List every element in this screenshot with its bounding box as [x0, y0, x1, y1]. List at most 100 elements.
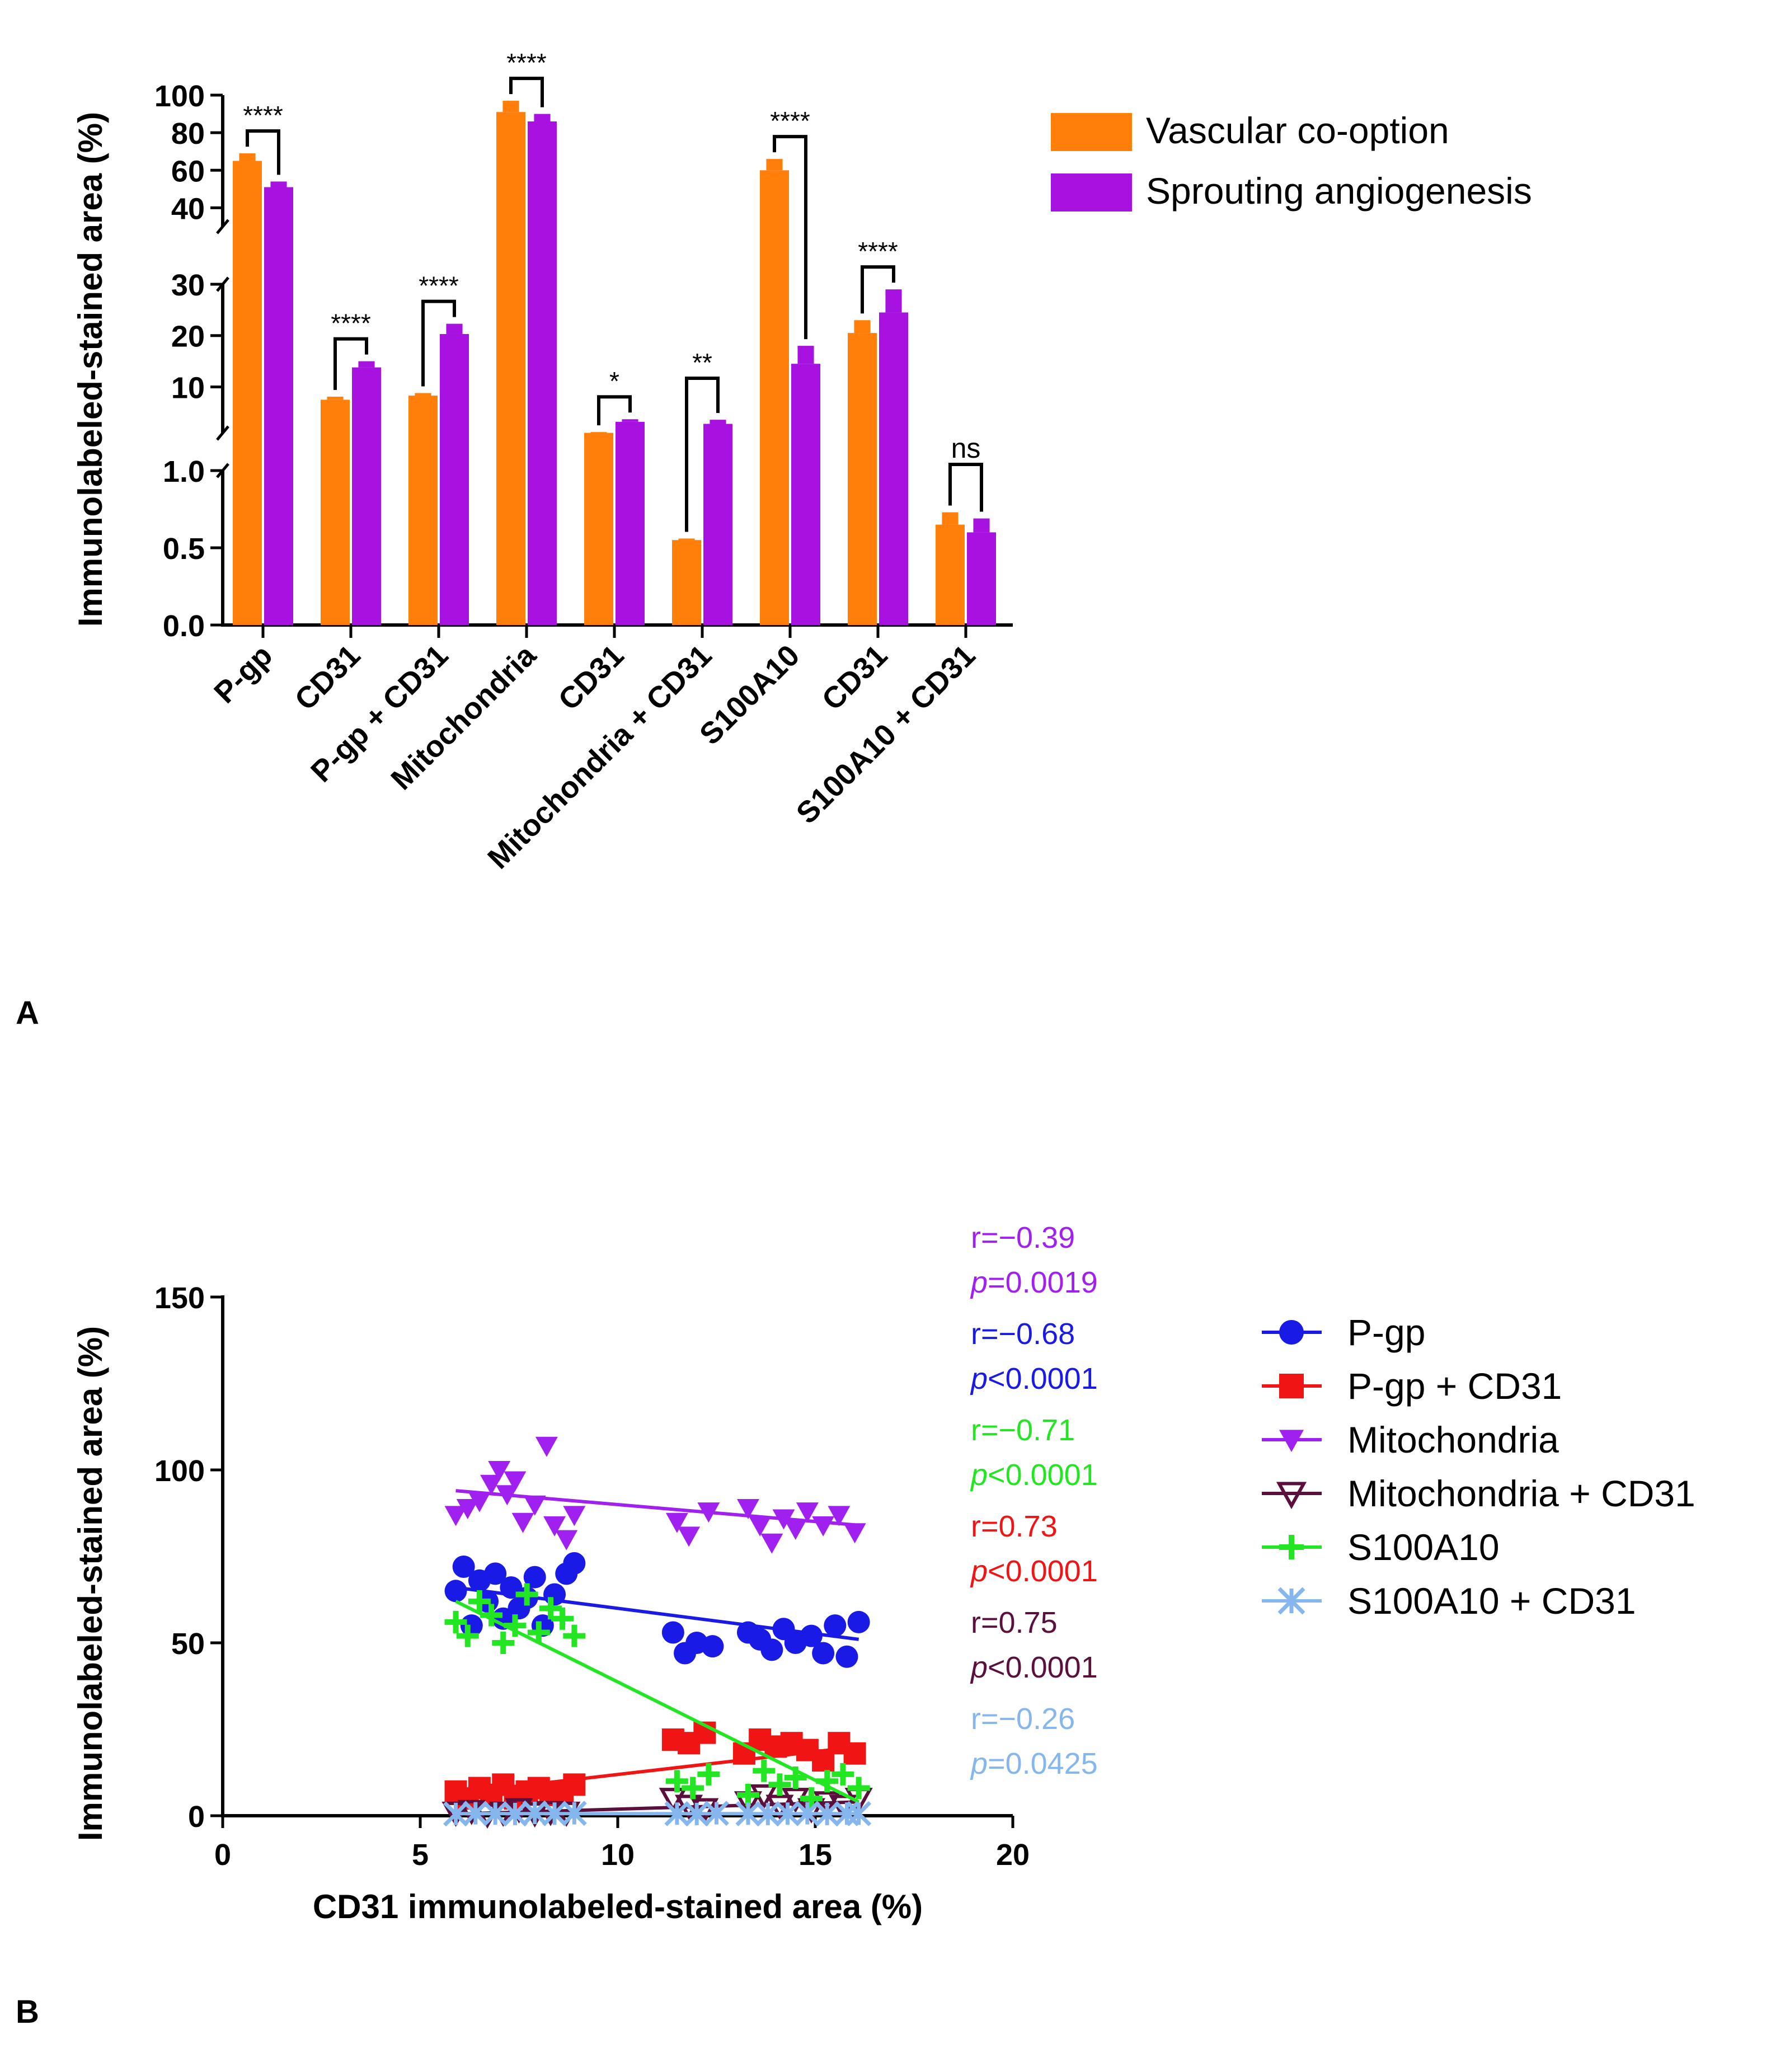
annotation-p-symbol: p [970, 1747, 988, 1780]
y-axis-title: Immunolabeled-stained area (%) [72, 112, 109, 627]
bar-sprouting [264, 187, 293, 625]
scatter-point [444, 1610, 467, 1633]
scatter-point [480, 1474, 503, 1495]
significance-bracket [246, 129, 280, 175]
y-tick-label: 10 [171, 371, 205, 405]
scatter-point [812, 1642, 835, 1665]
scatter-point [812, 1516, 835, 1537]
error-bar [973, 518, 990, 533]
error-bar [446, 323, 463, 334]
bar-vascular [936, 524, 965, 625]
annotation-r: r=−0.68 [971, 1317, 1075, 1351]
scatter-point [527, 1621, 550, 1644]
annotation-p-value: =0.0425 [988, 1747, 1098, 1780]
legend-label: P-gp [1347, 1312, 1425, 1353]
scatter-point [796, 1502, 819, 1523]
scatter-point [847, 1777, 870, 1800]
error-bar [534, 114, 551, 121]
annotation-r: r=0.75 [971, 1606, 1058, 1639]
scatter-point [456, 1624, 479, 1647]
scatter-point [1279, 1535, 1304, 1559]
annotation-p-symbol: p [970, 1362, 988, 1396]
scatter-point [697, 1763, 720, 1786]
bar-sprouting [703, 424, 732, 625]
x-tick-label: 5 [412, 1838, 429, 1872]
scatter-point [824, 1614, 847, 1637]
series-s100-cd31 [443, 1800, 872, 1827]
significance-label: ** [692, 348, 712, 377]
x-tick-label: 10 [601, 1838, 635, 1872]
annotation-r: r=0.73 [971, 1510, 1058, 1543]
scatter-point [452, 1556, 475, 1578]
annotation-p-symbol: p [970, 1458, 988, 1492]
annotation-r: r=−0.39 [971, 1221, 1075, 1255]
significance-bracket [685, 377, 720, 532]
bar-vascular [584, 433, 613, 625]
y-tick-label: 0.0 [163, 609, 205, 643]
error-bar [622, 419, 638, 422]
scatter-point [543, 1516, 566, 1537]
y-tick-label: 30 [171, 269, 205, 302]
x-tick-label: CD31 [552, 638, 630, 717]
scatter-point [555, 1530, 578, 1551]
regression-line [455, 1489, 859, 1527]
scatter-point [488, 1461, 511, 1481]
regression-line [455, 1745, 859, 1795]
panel-b-scatter-chart: 0 50 100 150 0 5 10 15 20 CD31 immunolabeled-stai… [72, 1221, 1695, 1925]
scatter-point [563, 1773, 586, 1796]
error-bar [885, 289, 902, 313]
bar-sprouting [616, 421, 645, 625]
x-tick-label: P-gp [208, 638, 279, 710]
scatter-point [563, 1552, 586, 1575]
error-bar [502, 101, 519, 112]
y-tick-label: 20 [171, 320, 205, 354]
annotation-p: p=0.0019 [970, 1266, 1098, 1299]
y-tick-label: 40 [171, 192, 205, 225]
bar-vascular [848, 333, 877, 625]
annotation-p-value: <0.0001 [988, 1458, 1098, 1492]
scatter-point [523, 1566, 546, 1589]
bar-vascular [760, 170, 789, 625]
scatter-point [551, 1607, 574, 1630]
y-tick-label: 1.0 [163, 455, 205, 488]
annotation-p-symbol: p [970, 1266, 988, 1299]
annotation-p-value: <0.0001 [988, 1362, 1098, 1396]
legend-label: S100A10 + CD31 [1347, 1580, 1636, 1622]
annotation-p-value: =0.0019 [988, 1266, 1098, 1299]
scatter-point [563, 1506, 586, 1526]
legend-label: Mitochondria + CD31 [1347, 1473, 1695, 1514]
significance-label: * [609, 367, 619, 396]
error-bar [239, 153, 256, 161]
scatter-point [468, 1492, 491, 1512]
scatter-point [665, 1770, 688, 1793]
legend-label: P-gp + CD31 [1347, 1365, 1562, 1407]
error-bar [942, 512, 959, 525]
annotation-p: p=0.0425 [970, 1747, 1098, 1780]
bar-sprouting [879, 312, 908, 625]
annotation-p-value: <0.0001 [988, 1651, 1098, 1684]
y-tick-label: 150 [154, 1281, 205, 1315]
scatter-point [843, 1523, 866, 1544]
scatter-point [828, 1506, 851, 1526]
error-bar [270, 181, 287, 187]
scatter-point [1279, 1320, 1304, 1345]
y-tick-label: 0.5 [163, 532, 205, 566]
significance-bracket [861, 265, 895, 314]
scatter-point [661, 1621, 684, 1644]
significance-bracket [421, 299, 456, 387]
series-mito [444, 1436, 866, 1554]
legend-label: Mitochondria [1347, 1419, 1559, 1460]
legend-label: Vascular co-option [1146, 110, 1449, 151]
x-tick-label: 15 [798, 1838, 832, 1872]
x-tick-label: 20 [996, 1838, 1030, 1872]
scatter-point [753, 1759, 776, 1782]
legend-swatch-sprouting [1051, 173, 1132, 212]
bar-sprouting [440, 333, 469, 625]
significance-bracket [333, 337, 368, 390]
scatter-point [539, 1597, 562, 1620]
annotation-p: p<0.0001 [970, 1554, 1098, 1588]
annotation-p-symbol: p [970, 1554, 988, 1588]
y-tick-label: 80 [171, 117, 205, 151]
bar-sprouting [967, 532, 996, 625]
